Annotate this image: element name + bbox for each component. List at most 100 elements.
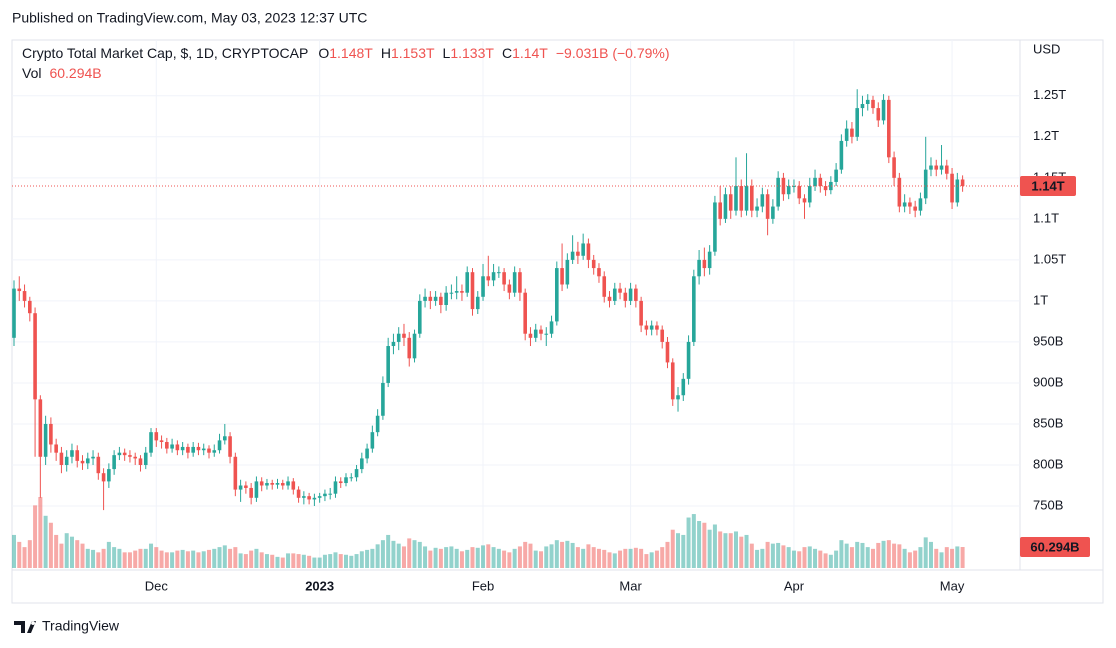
volume-bar (502, 550, 507, 568)
candle-body (697, 259, 701, 277)
legend-title: Crypto Total Market Cap, $, 1D, CRYPTOCA… (22, 45, 308, 61)
legend-value: 1.14T (512, 45, 548, 61)
volume-bar (228, 548, 233, 568)
volume-bar (623, 548, 628, 568)
candle-body (375, 415, 380, 433)
volume-bar (755, 549, 760, 568)
volume-bar (280, 557, 285, 568)
y-tick-label: 1T (1033, 292, 1048, 307)
volume-bar (955, 546, 960, 568)
volume-bar (670, 529, 675, 568)
candle-body (497, 272, 501, 274)
volume-bar (243, 554, 248, 568)
last-volume-label: 60.294B (1030, 539, 1079, 554)
volume-bar (928, 541, 933, 568)
candle-body (597, 268, 601, 277)
legend-value: 1.148T (329, 45, 373, 61)
candle-body (860, 103, 865, 109)
volume-bar (38, 497, 43, 568)
candle-body (354, 469, 359, 478)
candle-body (428, 296, 433, 301)
candle-body (402, 333, 406, 338)
candle-body (618, 288, 622, 293)
candle-body (228, 436, 232, 457)
volume-bar (106, 541, 111, 568)
candle-body (91, 456, 95, 459)
candle-body (101, 473, 106, 482)
volume-bar (180, 549, 185, 568)
y-tick-label: 1.2T (1033, 128, 1059, 143)
volume-bar (539, 551, 543, 568)
candle-body (333, 481, 338, 494)
volume-bar (275, 556, 280, 568)
volume-bar (834, 550, 839, 568)
candle-body (270, 483, 275, 485)
grid (12, 40, 1020, 570)
volume-bar (950, 548, 955, 568)
candle-body (201, 448, 206, 451)
volume-bar (818, 550, 823, 568)
volume-bar (270, 554, 275, 568)
candle-body (149, 432, 153, 453)
candle-body (676, 395, 680, 400)
candle-body (433, 296, 438, 301)
candle-body (723, 194, 728, 219)
candle-body (502, 272, 506, 285)
volume-bar (470, 547, 475, 568)
candle-body (771, 206, 775, 219)
volume-bar (749, 543, 754, 568)
volume-bar (718, 531, 723, 568)
volume-bar (639, 548, 644, 568)
brand: TradingView (42, 618, 120, 634)
volume-bar (618, 550, 623, 568)
volume-bar (528, 543, 533, 568)
volume-bar (586, 544, 591, 568)
volume-bar (654, 550, 659, 568)
candle-body (876, 108, 881, 121)
volume-bar (923, 537, 928, 568)
volume-bar (886, 540, 891, 568)
y-tick-label: 900B (1033, 374, 1063, 389)
candle-body (138, 458, 143, 465)
volume-bar (944, 547, 949, 568)
volume-bar (407, 538, 412, 568)
candle-body (744, 186, 749, 211)
candle-body (154, 432, 159, 441)
candle-body (871, 99, 875, 109)
y-tick-label: 750B (1033, 497, 1063, 512)
candle-body (317, 496, 322, 498)
volume-bar (549, 544, 554, 568)
candle-body (217, 440, 222, 451)
candle-body (555, 268, 559, 322)
legend-key: H (381, 45, 391, 61)
volume-bar (770, 543, 775, 568)
volume-bar (264, 554, 269, 568)
candle-body (22, 291, 27, 301)
volume-bar (444, 547, 449, 568)
candle-body (54, 444, 58, 453)
candle-body (565, 259, 570, 285)
candle-body (792, 186, 796, 188)
candle-body (396, 333, 401, 342)
volume-bar (807, 546, 812, 568)
candle-body (581, 243, 585, 256)
volume-bar (960, 547, 965, 568)
volume-bar (354, 554, 359, 568)
candle-body (49, 423, 53, 445)
candle-body (929, 165, 933, 170)
candle-body (950, 173, 954, 203)
volume-bar (433, 547, 438, 568)
volume-bar (438, 548, 443, 568)
candle-body (412, 333, 417, 359)
candle-body (391, 341, 396, 347)
volume-bar (133, 550, 138, 568)
volume-bar (465, 549, 470, 568)
legend-change: −9.031B (−0.79%) (556, 45, 670, 61)
candle-body (323, 493, 327, 497)
legend-value: 1.153T (391, 45, 435, 61)
volume-bar (64, 533, 69, 568)
volume-bar (481, 545, 486, 568)
candle-body (560, 268, 564, 285)
candle-body (349, 477, 354, 479)
